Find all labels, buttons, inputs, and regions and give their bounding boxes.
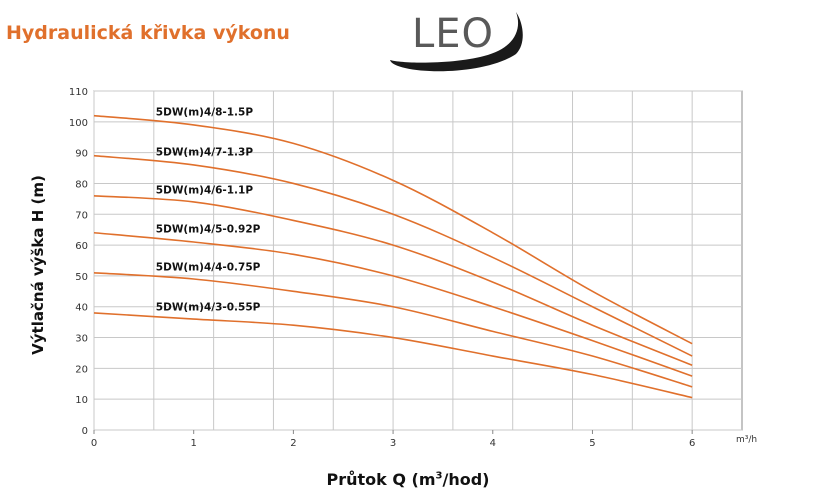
y-tick-label: 30 <box>75 334 88 345</box>
series-lines <box>93 114 693 399</box>
y-tick-label: 70 <box>75 210 88 221</box>
series-label: 5DW(m)4/5-0.92P <box>156 223 261 235</box>
series-label: 5DW(m)4/7-1.3P <box>156 146 254 158</box>
axis-ticks: 0 10 20 30 40 50 60 70 80 90 100 110 0 1 2 3 4 5 6 m³/h <box>69 87 757 449</box>
x-tick-label: 4 <box>490 438 496 449</box>
x-tick-label: 0 <box>91 438 97 449</box>
chart-grid <box>93 90 743 431</box>
y-tick-label: 0 <box>82 426 88 437</box>
x-unit-label: m³/h <box>736 435 757 445</box>
series-label: 5DW(m)4/8-1.5P <box>156 106 254 118</box>
y-tick-label: 20 <box>75 364 88 375</box>
series-line <box>93 194 693 367</box>
logo-text: LEO <box>412 11 495 57</box>
series-line <box>93 272 693 388</box>
y-tick-label: 60 <box>75 241 88 252</box>
y-tick-label: 50 <box>75 272 88 283</box>
x-tick-label: 1 <box>191 438 197 449</box>
x-tick-label: 3 <box>390 438 396 449</box>
series-line <box>93 312 693 399</box>
x-axis-title: Průtok Q (m3/hod) <box>327 470 490 489</box>
x-tick-label: 2 <box>290 438 296 449</box>
x-tick-label: 5 <box>589 438 595 449</box>
plot-frame <box>93 90 743 431</box>
series-line <box>93 231 693 377</box>
y-tick-label: 40 <box>75 303 88 314</box>
leo-logo: LEO <box>384 4 528 76</box>
x-axis-title-prefix: Průtok Q (m <box>326 470 436 489</box>
y-axis-title: Výtlačná výška H (m) <box>29 175 47 355</box>
series-label: 5DW(m)4/3-0.55P <box>156 302 261 314</box>
logo-arc-icon <box>390 12 523 72</box>
x-tick-label: 6 <box>689 438 695 449</box>
y-tick-label: 110 <box>69 87 88 98</box>
series-labels: 5DW(m)4/8-1.5P 5DW(m)4/7-1.3P 5DW(m)4/6-1.… <box>156 106 261 313</box>
y-tick-label: 80 <box>75 179 88 190</box>
x-axis-title-suffix: /hod) <box>442 470 490 489</box>
x-axis-title-sup: 3 <box>435 470 443 482</box>
page-title: Hydraulická křivka výkonu <box>6 22 290 44</box>
series-label: 5DW(m)4/4-0.75P <box>156 262 261 274</box>
y-tick-label: 10 <box>75 395 88 406</box>
series-label: 5DW(m)4/6-1.1P <box>156 185 254 197</box>
y-tick-label: 100 <box>69 118 88 129</box>
y-tick-label: 90 <box>75 149 88 160</box>
series-line <box>93 154 693 357</box>
series-line <box>93 114 693 345</box>
